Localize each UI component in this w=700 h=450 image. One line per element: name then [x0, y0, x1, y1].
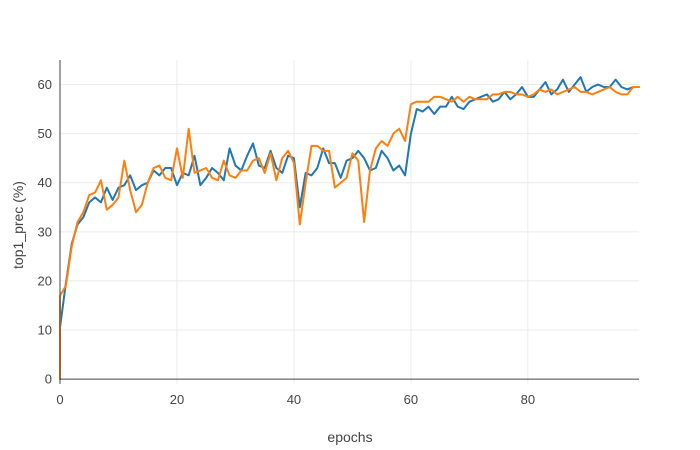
series-lines — [59, 76, 640, 381]
x-tick-label: 20 — [170, 392, 184, 407]
y-tick-label: 10 — [38, 323, 52, 338]
y-tick-label: 30 — [38, 224, 52, 239]
y-tick-label: 40 — [38, 175, 52, 190]
series-line-2 — [59, 86, 640, 381]
x-tick-label: 80 — [521, 392, 535, 407]
x-tick-label: 60 — [404, 392, 418, 407]
y-tick-label: 60 — [38, 77, 52, 92]
x-tick-label: 40 — [287, 392, 301, 407]
gridlines — [60, 60, 639, 384]
axes: 0 10 20 30 40 50 60 0 20 40 60 80 — [38, 60, 639, 407]
series-line-1 — [59, 76, 640, 381]
y-axis-title: top1_prec (%) — [10, 181, 26, 269]
y-tick-label: 50 — [38, 126, 52, 141]
y-tick-label: 0 — [45, 372, 52, 387]
x-axis-title: epochs — [327, 429, 372, 445]
y-tick-label: 20 — [38, 273, 52, 288]
x-tick-label: 0 — [56, 392, 63, 407]
